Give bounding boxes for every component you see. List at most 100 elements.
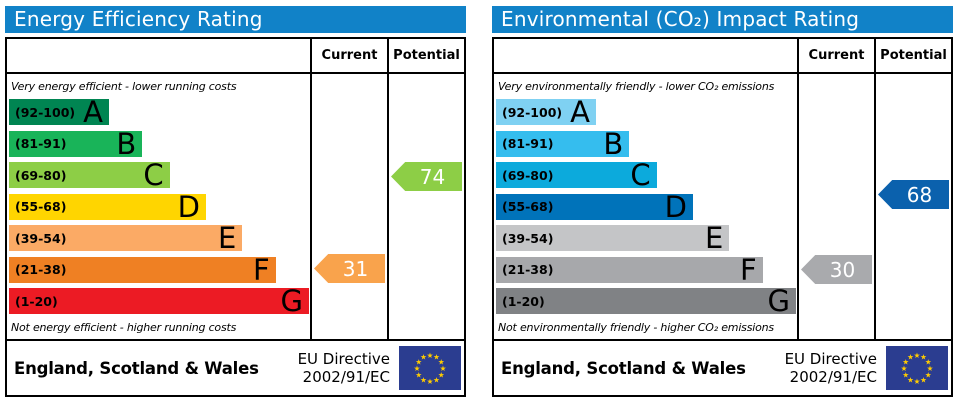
band-range: (1-20)	[15, 293, 58, 309]
co2-table-header: Current Potential	[494, 39, 951, 74]
eu-directive-line2: 2002/91/EC	[789, 368, 877, 386]
svg-text:★: ★	[438, 358, 445, 367]
header-spacer-cell	[494, 39, 797, 72]
potential-rating-value: 68	[906, 182, 933, 207]
band-letter: E	[217, 221, 237, 255]
band-row-d: (55-68) D	[9, 189, 206, 224]
co2-top-caption: Very environmentally friendly - lower CO…	[498, 80, 775, 93]
current-rating-value: 30	[829, 257, 856, 282]
eu-flag-icon: ★ ★★ ★★★ ★★★ ★★★	[399, 346, 461, 390]
band-row-g: (1-20) G	[9, 284, 309, 318]
energy-table-body: Very energy efficient - lower running co…	[7, 74, 464, 339]
potential-rating-arrow: 68	[878, 180, 949, 209]
band-letter: F	[739, 252, 757, 287]
band-row-e: (39-54) E	[9, 221, 243, 255]
co2-title-bar: Environmental (CO₂) Impact Rating	[492, 6, 953, 33]
energy-current-column: 31	[310, 74, 387, 339]
current-column-header: Current	[797, 39, 874, 72]
band-range: (92-100)	[502, 104, 563, 120]
band-letter: G	[767, 284, 790, 318]
band-letter: A	[83, 95, 103, 129]
svg-text:★: ★	[433, 353, 440, 362]
band-row-c: (69-80) C	[9, 161, 170, 190]
svg-text:★: ★	[914, 377, 921, 386]
band-letter: G	[280, 284, 303, 318]
band-range: (69-80)	[15, 167, 67, 183]
band-range: (39-54)	[502, 230, 554, 246]
band-range: (39-54)	[15, 230, 67, 246]
energy-top-caption: Very energy efficient - lower running co…	[11, 80, 237, 93]
svg-text:★: ★	[427, 377, 434, 386]
band-range: (55-68)	[15, 199, 67, 214]
svg-text:★: ★	[907, 375, 914, 384]
band-range: (69-80)	[502, 167, 554, 183]
band-letter: F	[252, 252, 270, 287]
current-rating-arrow: 30	[801, 255, 872, 284]
eu-directive-line1: EU Directive	[784, 350, 877, 368]
co2-table-footer: England, Scotland & Wales EU Directive 2…	[494, 339, 951, 395]
band-range: (21-38)	[15, 262, 67, 277]
band-range: (55-68)	[502, 199, 554, 214]
band-range: (21-38)	[502, 262, 554, 277]
energy-potential-column: 74	[387, 74, 464, 339]
svg-text:★: ★	[420, 353, 427, 362]
band-row-c: (69-80) C	[496, 158, 657, 192]
energy-title: Energy Efficiency Rating	[14, 7, 263, 31]
band-letter: A	[570, 95, 590, 129]
energy-efficiency-panel: Energy Efficiency Rating Current Potenti…	[5, 6, 466, 397]
band-range: (1-20)	[502, 293, 545, 309]
eu-directive-line1: EU Directive	[297, 350, 390, 368]
band-row-a: (92-100) A	[9, 95, 109, 129]
co2-bottom-caption: Not environmentally friendly - higher CO…	[498, 321, 774, 334]
energy-title-bar: Energy Efficiency Rating	[5, 6, 466, 33]
band-row-b: (81-91) B	[9, 126, 143, 161]
co2-table-body: Very environmentally friendly - lower CO…	[494, 74, 951, 339]
band-range: (92-100)	[15, 104, 76, 120]
current-rating-value: 31	[342, 256, 369, 281]
energy-bottom-caption: Not energy efficient - higher running co…	[11, 321, 237, 334]
potential-column-header: Potential	[874, 39, 951, 72]
co2-rating-table: Current Potential Very environmentally f…	[492, 37, 953, 397]
band-letter: B	[603, 126, 624, 161]
band-letter: C	[630, 158, 651, 192]
svg-text:★: ★	[415, 371, 422, 380]
current-column-header: Current	[310, 39, 387, 72]
band-row-a: (92-100) A	[496, 95, 596, 129]
potential-rating-value: 74	[419, 164, 446, 189]
eu-flag-icon: ★ ★★ ★★★ ★★★ ★★★	[886, 346, 948, 390]
header-spacer-cell	[7, 39, 310, 72]
band-row-d: (55-68) D	[496, 189, 693, 224]
co2-current-column: 30	[797, 74, 874, 339]
band-range: (81-91)	[15, 136, 67, 151]
svg-text:★: ★	[440, 364, 447, 373]
region-label: England, Scotland & Wales	[501, 358, 746, 378]
energy-rating-table: Current Potential Very energy efficient …	[5, 37, 466, 397]
band-letter: D	[664, 189, 687, 224]
svg-text:★: ★	[420, 375, 427, 384]
band-letter: B	[116, 126, 137, 161]
band-range: (81-91)	[502, 136, 554, 151]
band-letter: D	[177, 189, 200, 224]
eu-directive-line2: 2002/91/EC	[302, 368, 390, 386]
svg-text:★: ★	[902, 371, 909, 380]
svg-text:★: ★	[925, 371, 932, 380]
potential-column-header: Potential	[387, 39, 464, 72]
co2-impact-panel: Environmental (CO₂) Impact Rating Curren…	[492, 6, 953, 397]
svg-text:★: ★	[927, 364, 934, 373]
co2-bands-area: Very environmentally friendly - lower CO…	[494, 74, 797, 339]
energy-bands-area: Very energy efficient - lower running co…	[7, 74, 310, 339]
band-row-g: (1-20) G	[496, 284, 796, 318]
band-row-e: (39-54) E	[496, 221, 730, 255]
eu-directive-label: EU Directive 2002/91/EC	[298, 350, 390, 386]
current-rating-arrow: 31	[314, 254, 385, 283]
region-label: England, Scotland & Wales	[14, 358, 259, 378]
svg-text:★: ★	[414, 364, 421, 373]
svg-text:★: ★	[920, 353, 927, 362]
band-row-f: (21-38) F	[496, 252, 763, 287]
svg-text:★: ★	[920, 375, 927, 384]
band-letter: E	[704, 221, 724, 255]
svg-text:★: ★	[902, 358, 909, 367]
svg-text:★: ★	[415, 358, 422, 367]
svg-text:★: ★	[901, 364, 908, 373]
